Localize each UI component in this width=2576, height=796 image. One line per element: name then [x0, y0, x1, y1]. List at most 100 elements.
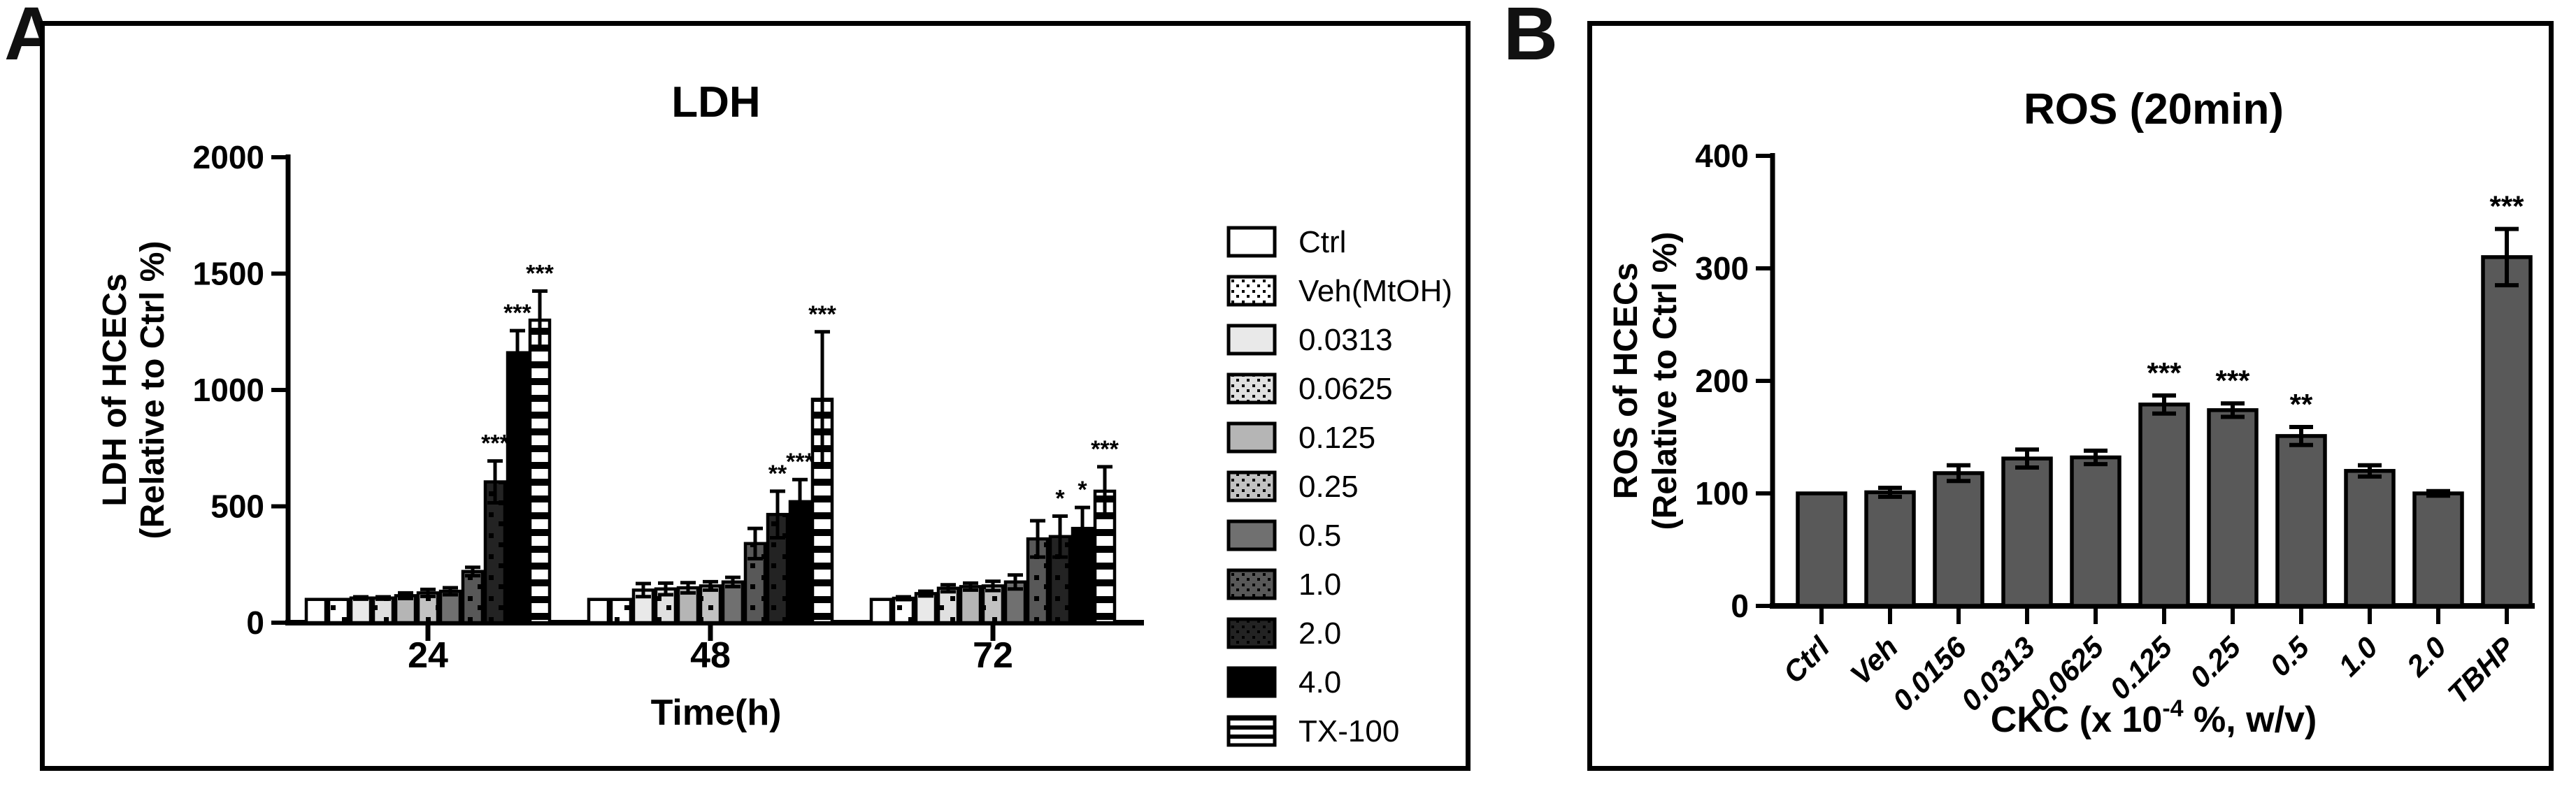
bar — [327, 598, 350, 625]
bar — [892, 596, 915, 625]
legend-label: 0.0625 — [1298, 372, 1393, 406]
panel-b: *** *** ** *** ROS (20min) 0 100 200 300 400 ROS o… — [1587, 21, 2554, 771]
panel-a: *** *** *** ** *** *** * * *** LDH 0 500 1000 1500 200… — [40, 21, 1471, 771]
legend: Ctrl Veh(MtOH) 0.0313 0.0625 0.125 0.25 0.5 1.0… — [1226, 225, 1452, 748]
error-bars: ****************** **** — [353, 260, 1119, 602]
error-bar — [940, 583, 956, 594]
bar — [2207, 408, 2259, 608]
error-bar — [1947, 463, 1970, 484]
bar — [1226, 324, 1277, 356]
bar — [1226, 421, 1277, 454]
significance-label: *** — [808, 301, 836, 328]
error-bar — [2426, 489, 2450, 498]
bar — [1864, 490, 1916, 608]
significance-label: *** — [786, 449, 814, 475]
significance-label: ** — [768, 461, 787, 487]
bar — [1226, 666, 1277, 698]
significance-label: *** — [503, 300, 531, 326]
error-bar — [2221, 401, 2245, 419]
bar — [2070, 455, 2121, 608]
significance-label: *** — [1091, 436, 1119, 463]
error-bar — [896, 595, 911, 602]
bar — [2275, 434, 2327, 608]
x-tick-label: 2.0 — [2400, 630, 2452, 683]
error-bar — [487, 459, 503, 505]
bar — [766, 512, 789, 625]
legend-label: 1.0 — [1298, 567, 1341, 602]
bar — [1226, 275, 1277, 307]
bar — [2138, 403, 2190, 608]
bar — [936, 586, 960, 625]
error-bar — [1008, 573, 1023, 591]
labels: LDH 0 500 1000 1500 2000 LDH of HCECs (Relative… — [96, 78, 1013, 733]
legend-item: 0.0313 — [1226, 323, 1393, 357]
y-axis-label: LDH of HCECs — [96, 273, 134, 506]
legend-label: 4.0 — [1298, 665, 1341, 700]
legend-label: 0.5 — [1298, 519, 1341, 553]
significance-label: * — [1055, 485, 1065, 512]
error-bar — [465, 565, 480, 578]
bar — [587, 598, 610, 625]
panel-b-label: B — [1503, 0, 1558, 75]
legend-label: 2.0 — [1298, 616, 1341, 651]
x-axis-label: CKC (x 10-4 %, w/v) — [1991, 695, 2317, 740]
bar — [1933, 471, 1984, 608]
y-axis-label: (Relative to Ctrl %) — [134, 241, 171, 540]
error-bar — [2152, 393, 2176, 416]
y-tick-label: 2000 — [193, 139, 264, 175]
significance-label: *** — [2215, 364, 2250, 397]
y-axis-label: ROS of HCECs — [1608, 263, 1645, 500]
y-tick-label: 0 — [246, 605, 264, 641]
bar — [304, 598, 328, 625]
bar — [2412, 491, 2464, 608]
bar — [699, 584, 722, 625]
error-bar — [658, 581, 673, 597]
error-bar — [680, 581, 696, 595]
labels: ROS (20min) 0 100 200 300 400 ROS of HCECs (Rel… — [1608, 85, 2521, 740]
chart-title: LDH — [671, 78, 760, 126]
bar — [609, 598, 633, 625]
x-tick-label: 0.25 — [2183, 630, 2247, 694]
x-tick-label: Veh — [1844, 630, 1905, 691]
error-bar — [443, 586, 458, 597]
x-tick-label: 1.0 — [2332, 630, 2384, 683]
error-bar — [2495, 226, 2519, 288]
significance-label: *** — [2147, 356, 2182, 389]
y-tick-label: 200 — [1695, 363, 1749, 399]
error-bar — [2015, 447, 2039, 470]
bar — [1226, 372, 1277, 405]
legend-label: 0.25 — [1298, 470, 1359, 504]
error-bar — [375, 595, 391, 601]
bar — [1226, 568, 1277, 600]
legend-label: TX-100 — [1298, 714, 1399, 748]
x-tick-label: TBHP — [2441, 630, 2521, 710]
y-tick-label: 1000 — [193, 372, 264, 408]
legend-label: 0.125 — [1298, 421, 1375, 455]
bar — [371, 596, 395, 625]
error-bars: *** ******** — [1878, 190, 2524, 499]
bar — [959, 585, 982, 625]
significance-label: *** — [526, 260, 554, 287]
legend-item: 4.0 — [1226, 665, 1341, 700]
legend-item: 2.0 — [1226, 616, 1341, 651]
error-bar — [747, 526, 763, 560]
error-bar — [815, 330, 830, 469]
legend-item: 0.5 — [1226, 519, 1341, 553]
significance-label: *** — [2489, 190, 2524, 223]
significance-label: *** — [481, 430, 509, 457]
error-bar — [1075, 505, 1090, 551]
x-tick-label: 0.0156 — [1886, 630, 1973, 718]
error-bar — [2289, 425, 2313, 447]
bar — [810, 398, 834, 625]
x-tick-label: 0.125 — [2103, 630, 2179, 706]
y-tick-label: 400 — [1695, 138, 1749, 174]
x-axis-label: Time(h) — [651, 693, 782, 733]
significance-label: * — [1078, 477, 1087, 503]
ldh-chart: ****************** ****LDH050010001500200… — [96, 78, 1452, 748]
error-bar — [1097, 465, 1112, 518]
significance-label: ** — [2290, 388, 2313, 421]
error-bar — [792, 477, 808, 526]
legend-item: 0.0625 — [1226, 372, 1393, 406]
x-tick-label: 48 — [690, 635, 731, 676]
